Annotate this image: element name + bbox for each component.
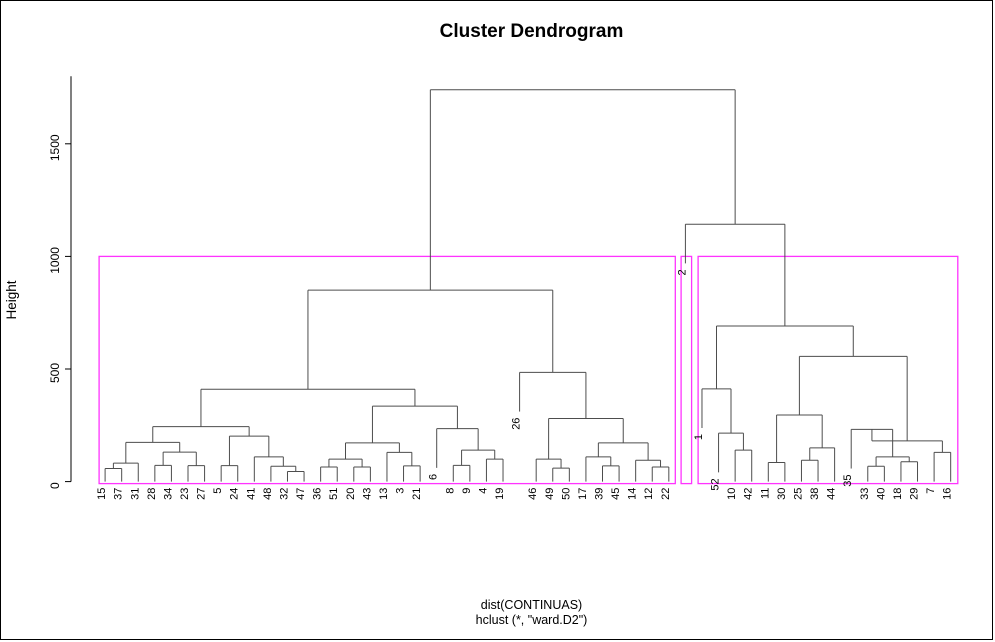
svg-text:29: 29 (909, 488, 921, 500)
svg-text:12: 12 (643, 488, 655, 500)
svg-text:31: 31 (129, 488, 141, 500)
svg-text:28: 28 (146, 488, 158, 500)
svg-text:41: 41 (245, 488, 257, 500)
svg-text:15: 15 (96, 488, 108, 500)
svg-text:16: 16 (942, 488, 954, 500)
svg-text:23: 23 (179, 488, 191, 500)
svg-text:3: 3 (395, 488, 407, 494)
svg-text:42: 42 (743, 488, 755, 500)
svg-text:43: 43 (361, 488, 373, 500)
svg-text:34: 34 (162, 488, 174, 500)
svg-text:5: 5 (212, 488, 224, 494)
svg-text:19: 19 (494, 488, 506, 500)
svg-text:22: 22 (660, 488, 672, 500)
svg-text:27: 27 (196, 488, 208, 500)
svg-text:17: 17 (577, 488, 589, 500)
svg-text:9: 9 (461, 488, 473, 494)
svg-text:52: 52 (710, 478, 722, 490)
svg-text:13: 13 (378, 488, 390, 500)
svg-text:50: 50 (560, 488, 572, 500)
svg-text:Height: Height (4, 280, 19, 319)
svg-text:40: 40 (875, 488, 887, 500)
svg-text:24: 24 (229, 488, 241, 500)
svg-text:2: 2 (676, 269, 688, 275)
svg-text:48: 48 (262, 488, 274, 500)
svg-text:21: 21 (411, 488, 423, 500)
svg-text:25: 25 (792, 488, 804, 500)
svg-text:6: 6 (428, 474, 440, 480)
svg-text:18: 18 (892, 488, 904, 500)
svg-text:39: 39 (594, 488, 606, 500)
svg-text:26: 26 (511, 418, 523, 430)
svg-text:44: 44 (826, 488, 838, 500)
svg-text:0: 0 (48, 482, 62, 489)
svg-text:37: 37 (113, 488, 125, 500)
svg-text:49: 49 (544, 488, 556, 500)
svg-text:36: 36 (312, 488, 324, 500)
svg-text:33: 33 (859, 488, 871, 500)
svg-text:7: 7 (925, 488, 937, 494)
svg-text:46: 46 (527, 488, 539, 500)
svg-text:11: 11 (759, 488, 771, 499)
svg-text:35: 35 (842, 475, 854, 487)
svg-text:32: 32 (278, 488, 290, 500)
svg-text:4: 4 (477, 488, 489, 494)
svg-text:45: 45 (610, 488, 622, 500)
svg-text:38: 38 (809, 488, 821, 500)
svg-text:20: 20 (345, 488, 357, 500)
svg-text:51: 51 (328, 488, 340, 500)
svg-text:500: 500 (48, 363, 62, 383)
svg-text:1500: 1500 (48, 134, 62, 161)
svg-text:8: 8 (444, 488, 456, 494)
svg-text:30: 30 (776, 488, 788, 500)
svg-text:47: 47 (295, 488, 307, 500)
svg-text:1000: 1000 (48, 247, 62, 274)
svg-text:1: 1 (693, 434, 705, 440)
svg-text:14: 14 (627, 488, 639, 500)
svg-text:10: 10 (726, 488, 738, 500)
